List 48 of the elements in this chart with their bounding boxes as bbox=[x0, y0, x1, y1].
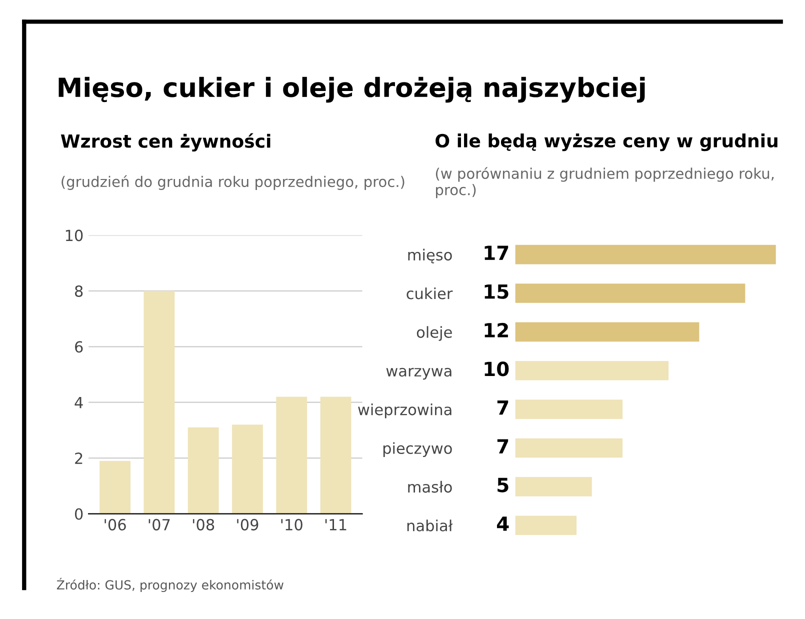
y-tick-label: pieczywo bbox=[383, 442, 452, 457]
text: Źródło: GUS, prognozy ekonomistów bbox=[56, 578, 284, 592]
chart-title: Mięso, cukier i oleje drożeją najszybciej bbox=[58, 76, 645, 103]
bar bbox=[144, 290, 175, 514]
bar bbox=[276, 396, 308, 514]
bar bbox=[515, 400, 623, 419]
bar bbox=[515, 438, 623, 458]
y-tick-label: oleje bbox=[416, 326, 452, 341]
data-label: 10 bbox=[484, 362, 509, 376]
x-tick-label: '07 bbox=[148, 518, 170, 530]
bar bbox=[320, 396, 352, 514]
data-label: 17 bbox=[484, 246, 508, 260]
y-tick-label: 8 bbox=[75, 285, 83, 297]
x-tick-label: '11 bbox=[325, 519, 346, 530]
bar bbox=[232, 424, 263, 514]
y-tick-label: masło bbox=[408, 480, 452, 493]
x-tick-label: '09 bbox=[237, 518, 258, 530]
data-label: 7 bbox=[497, 400, 508, 415]
data-label: 4 bbox=[496, 516, 509, 531]
bar bbox=[100, 460, 130, 514]
y-tick-label: 4 bbox=[74, 397, 83, 408]
x-tick-label: '10 bbox=[281, 518, 302, 530]
y-tick-label: mięso bbox=[408, 248, 452, 264]
data-label: 12 bbox=[484, 322, 508, 338]
y-tick-label: 6 bbox=[75, 341, 83, 353]
y-tick-label: 10 bbox=[66, 230, 83, 242]
bar bbox=[515, 360, 669, 380]
y-tick-label: nabiał bbox=[407, 520, 453, 532]
chart-subtitle: Wzrost cen żywności bbox=[60, 133, 270, 152]
x-axis-title: (w porównaniu z grudniem poprzedniego roku, proc.) bbox=[436, 167, 774, 198]
bar bbox=[515, 284, 746, 303]
data-label: 5 bbox=[498, 478, 508, 492]
x-tick-label: '06 bbox=[104, 518, 126, 530]
x-tick-label: '08 bbox=[192, 518, 214, 530]
data-label: 15 bbox=[484, 284, 508, 299]
y-tick-label: cukier bbox=[406, 287, 453, 300]
bar bbox=[188, 427, 219, 514]
y-tick-label: 2 bbox=[75, 452, 82, 464]
bar bbox=[515, 322, 700, 342]
y-tick-label: wieprzowina bbox=[358, 404, 452, 418]
y-tick-label: warzywa bbox=[386, 368, 452, 380]
bar bbox=[515, 477, 592, 496]
y-axis-title: (grudzień do grudnia roku poprzedniego, proc.) bbox=[62, 175, 404, 190]
data-label: 7 bbox=[497, 439, 508, 454]
chart-subtitle: O ile będą wyższe ceny w grudniu bbox=[436, 134, 778, 152]
bar bbox=[515, 516, 577, 536]
y-tick-label: 0 bbox=[74, 508, 83, 520]
bar bbox=[515, 244, 776, 264]
